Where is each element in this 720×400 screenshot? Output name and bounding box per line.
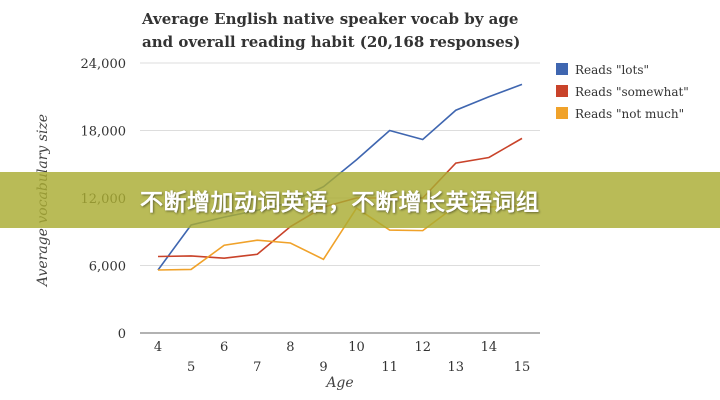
chart-title-line1: Average English native speaker vocab by … xyxy=(141,10,518,28)
x-tick-label: 9 xyxy=(319,360,327,375)
legend-swatch xyxy=(556,107,568,119)
legend-label: Reads "not much" xyxy=(575,107,684,121)
y-tick-label: 24,000 xyxy=(81,57,127,72)
x-tick-label: 7 xyxy=(253,360,261,375)
y-tick-label: 0 xyxy=(118,327,126,342)
x-tick-label: 5 xyxy=(187,360,195,375)
banner-text: 不断增加动词英语，不断增长英语词组 xyxy=(140,190,540,216)
x-tick-label: 8 xyxy=(286,340,294,355)
legend-swatch xyxy=(556,85,568,97)
x-tick-label: 11 xyxy=(381,360,398,375)
x-tick-label: 10 xyxy=(348,340,365,355)
x-tick-label: 14 xyxy=(481,340,498,355)
x-axis-label: Age xyxy=(324,375,353,391)
y-tick-label: 18,000 xyxy=(81,125,127,140)
x-tick-label: 12 xyxy=(414,340,431,355)
legend-swatch xyxy=(556,63,568,75)
x-tick-label: 15 xyxy=(514,360,531,375)
x-tick-label: 6 xyxy=(220,340,228,355)
legend-label: Reads "somewhat" xyxy=(575,85,689,99)
caption-banner: 不断增加动词英语，不断增长英语词组 xyxy=(0,172,720,228)
x-tick-label: 4 xyxy=(154,340,162,355)
x-tick-label: 13 xyxy=(448,360,465,375)
chart-title-line2: and overall reading habit (20,168 respon… xyxy=(142,33,520,51)
y-tick-label: 6,000 xyxy=(89,260,126,275)
legend-label: Reads "lots" xyxy=(575,63,649,77)
